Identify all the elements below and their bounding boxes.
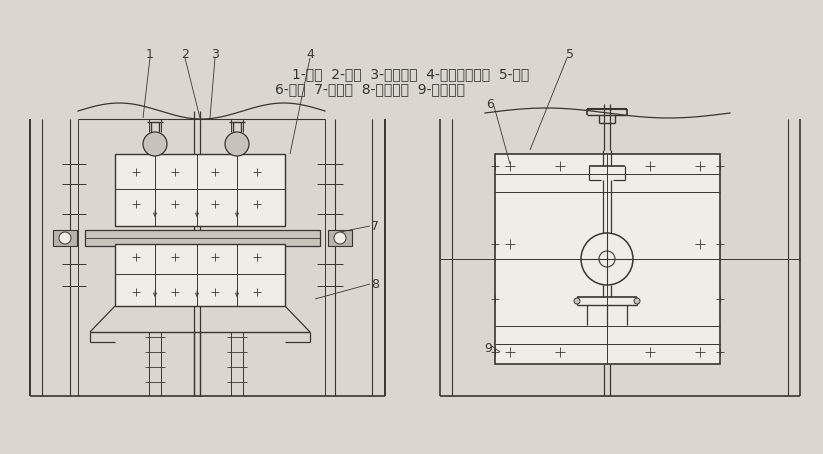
Text: 3: 3 [211, 48, 219, 60]
Text: 9: 9 [484, 342, 492, 355]
Circle shape [143, 132, 167, 156]
Bar [115, 244, 285, 306]
Bar [115, 154, 285, 226]
Bar [328, 230, 352, 246]
Bar [85, 230, 320, 246]
Text: 6: 6 [486, 98, 494, 110]
Text: 8: 8 [371, 277, 379, 291]
Text: 1-链条  2-料斗  3-丝杠螺杆  4-滑板升降螺母  5-滑板: 1-链条 2-料斗 3-丝杠螺杆 4-滑板升降螺母 5-滑板 [292, 67, 530, 81]
Text: 5: 5 [566, 48, 574, 60]
Text: 6-机壳  7-轴承座  8-链轮及轴  9-滑板压条: 6-机壳 7-轴承座 8-链轮及轴 9-滑板压条 [275, 82, 465, 96]
Circle shape [334, 232, 346, 244]
Text: 7: 7 [371, 219, 379, 232]
Bar [495, 154, 720, 364]
Circle shape [225, 132, 249, 156]
Text: 1: 1 [146, 48, 154, 60]
Text: 4: 4 [306, 48, 314, 60]
Text: 2: 2 [181, 48, 189, 60]
Circle shape [59, 232, 71, 244]
Circle shape [574, 298, 580, 304]
Circle shape [634, 298, 640, 304]
Bar [53, 230, 77, 246]
